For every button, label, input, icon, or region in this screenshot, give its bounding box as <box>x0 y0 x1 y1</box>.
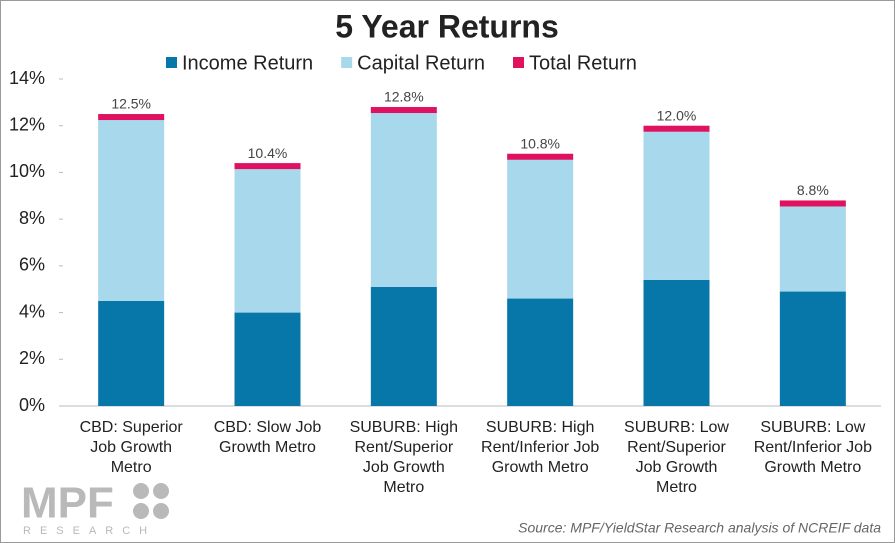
bar <box>98 300 165 406</box>
value-label: 10.8% <box>520 135 560 151</box>
bar <box>779 291 846 406</box>
bar <box>370 286 437 406</box>
value-label: 12.0% <box>657 107 697 123</box>
legend-swatch <box>513 57 525 68</box>
logo: MPF <box>21 479 114 528</box>
y-tick-label: 12% <box>9 114 45 134</box>
value-label: 12.5% <box>111 96 151 112</box>
total-marker <box>643 125 710 132</box>
bar <box>234 167 301 313</box>
total-marker <box>98 114 165 121</box>
total-marker <box>507 153 574 160</box>
legend-label: Income Return <box>182 52 313 74</box>
x-tick-label: CBD: Superior Job Growth Metro <box>79 419 183 476</box>
x-tick-label: CBD: Slow Job Growth Metro <box>213 419 322 456</box>
total-marker <box>779 200 846 207</box>
bar <box>507 158 574 299</box>
total-marker <box>370 107 437 114</box>
value-label: 8.8% <box>797 182 829 198</box>
total-marker <box>234 163 301 170</box>
bar <box>643 130 710 280</box>
chart-title: 5 Year Returns <box>335 8 559 44</box>
value-label: 10.4% <box>248 145 288 161</box>
logo-subtitle: RESEARCH <box>23 525 156 537</box>
y-tick-label: 10% <box>9 161 45 181</box>
y-tick-label: 2% <box>19 348 45 368</box>
bar <box>98 118 165 301</box>
y-tick-label: 4% <box>19 301 45 321</box>
value-label: 12.8% <box>384 89 424 105</box>
y-tick-label: 6% <box>19 255 45 275</box>
x-tick-label: SUBURB: High Rent/Inferior Job Growth Me… <box>481 419 600 476</box>
logo-dots <box>133 483 169 519</box>
bar <box>234 312 301 406</box>
legend-swatch <box>166 57 177 68</box>
y-tick-label: 0% <box>19 395 45 415</box>
bar <box>779 205 846 292</box>
y-tick-label: 8% <box>19 208 45 228</box>
bar <box>643 279 710 406</box>
x-tick-label: SUBURB: Low Rent/Inferior Job Growth Met… <box>753 419 872 476</box>
legend-label: Total Return <box>529 52 637 74</box>
bar <box>370 111 437 287</box>
legend-label: Capital Return <box>357 52 485 74</box>
x-tick-label: SUBURB: Low Rent/Superior Job Growth Met… <box>624 419 729 496</box>
x-tick-label: SUBURB: High Rent/Superior Job Growth Me… <box>349 419 459 496</box>
bar <box>507 298 574 406</box>
source: Source: MPF/YieldStar Research analysis … <box>518 520 881 536</box>
y-tick-label: 14% <box>9 68 45 88</box>
legend-swatch <box>341 57 353 68</box>
